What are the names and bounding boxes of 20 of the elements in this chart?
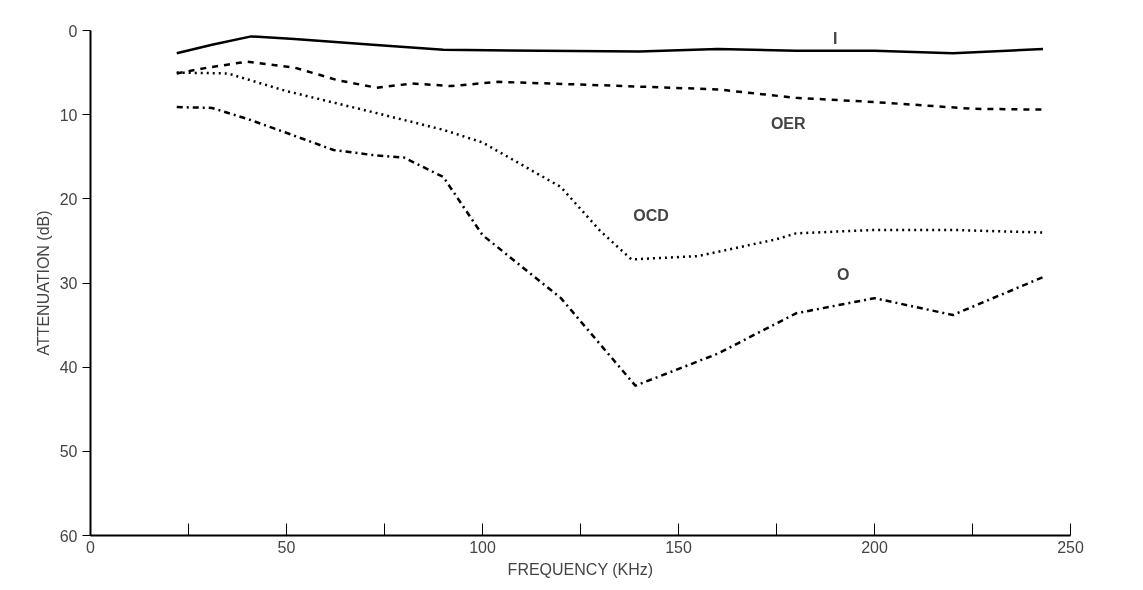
- annotation: I: [833, 30, 838, 48]
- x-tick-label: 200: [861, 538, 888, 556]
- x-tick-label: 50: [277, 538, 296, 556]
- y-tick-label: 60: [59, 527, 78, 545]
- y-tick-label: 40: [59, 359, 78, 377]
- y-tick-label: 20: [59, 190, 78, 208]
- annotation: OCD: [633, 207, 669, 225]
- x-tick-label: 0: [86, 538, 96, 556]
- x-tick-label: 150: [665, 538, 692, 556]
- y-tick-label: 10: [59, 106, 78, 124]
- annotation: O: [836, 266, 850, 283]
- annotation: OER: [770, 114, 807, 132]
- y-tick-label: 30: [59, 275, 78, 292]
- line-series: [175, 105, 1045, 387]
- y-tick-label: 0: [68, 22, 78, 40]
- y-axis-title: ATTENUATION (dB): [34, 210, 52, 356]
- x-axis-title: FREQUENCY (KHz): [507, 560, 654, 578]
- x-tick-label: 100: [469, 538, 496, 556]
- y-tick-label: 50: [59, 443, 78, 461]
- x-tick-label: 250: [1057, 538, 1084, 556]
